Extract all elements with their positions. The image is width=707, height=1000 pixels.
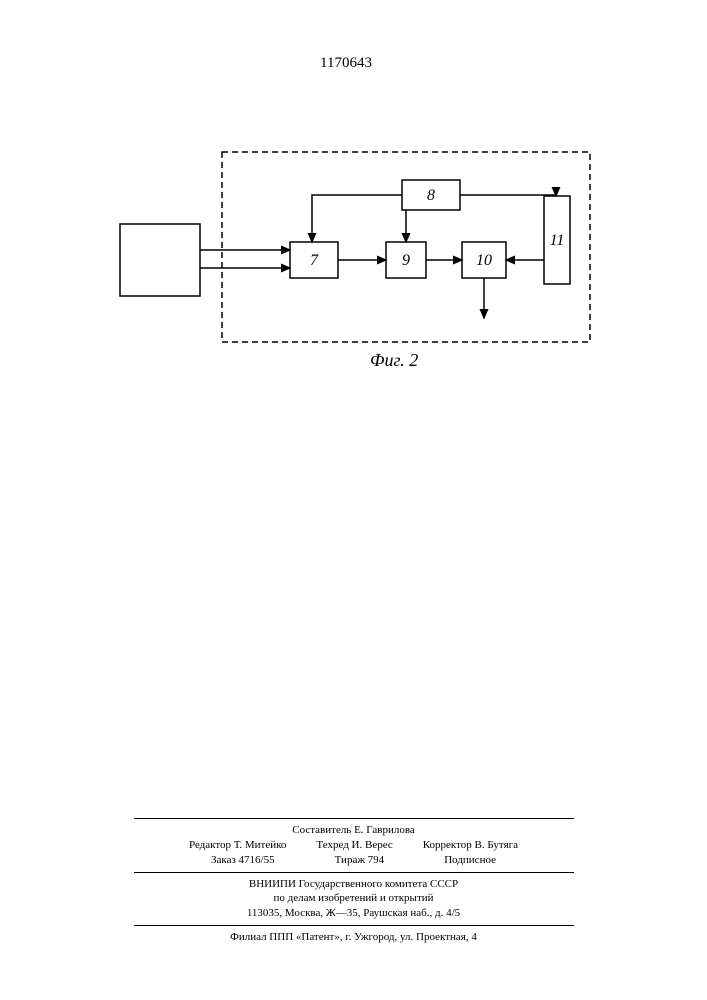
svg-text:8: 8 <box>427 187 435 204</box>
svg-text:9: 9 <box>402 252 410 269</box>
subscription: Подписное <box>444 853 496 868</box>
tirage: Тираж 794 <box>335 853 385 868</box>
corrector: Корректор В. Бутяга <box>423 838 518 853</box>
org-line-4: Филиал ППП «Патент», г. Ужгород, ул. Про… <box>0 930 707 945</box>
techred: Техред И. Верес <box>316 838 392 853</box>
org-line-2: по делам изобретений и открытий <box>0 891 707 906</box>
block-diagram: 7 8 9 10 11 <box>0 0 707 500</box>
editor: Редактор Т. Митейко <box>189 838 286 853</box>
colophon-block: Составитель Е. Гаврилова Редактор Т. Мит… <box>0 814 707 945</box>
figure-label: Фиг. 2 <box>370 350 418 371</box>
svg-text:11: 11 <box>550 232 565 249</box>
order-no: Заказ 4716/55 <box>211 853 275 868</box>
compiler: Составитель Е. Гаврилова <box>292 823 415 838</box>
svg-text:7: 7 <box>310 252 319 269</box>
org-line-3: 113035, Москва, Ж—35, Раушская наб., д. … <box>0 906 707 921</box>
org-line-1: ВНИИПИ Государственного комитета СССР <box>0 877 707 892</box>
svg-text:10: 10 <box>476 252 492 269</box>
